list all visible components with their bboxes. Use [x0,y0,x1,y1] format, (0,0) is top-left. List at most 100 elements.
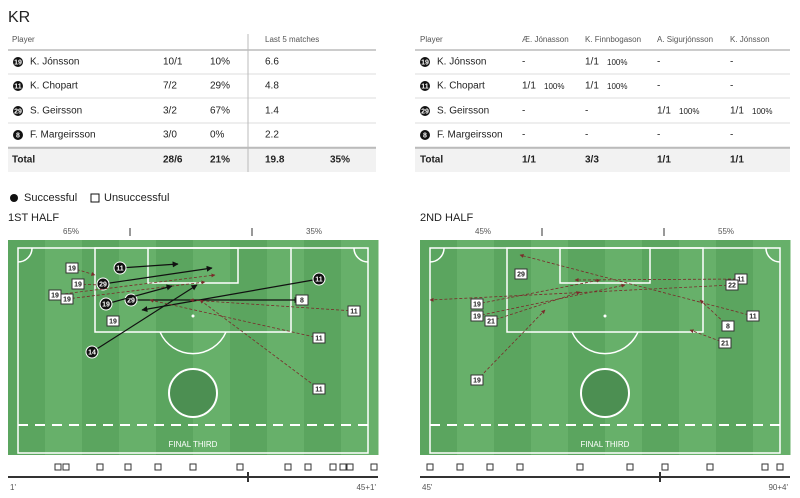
corner [17,247,33,263]
timeline-event [661,463,669,471]
pitch-stripe [753,240,791,455]
player-number: 29 [421,108,429,115]
time-start: 45' [422,483,433,492]
pitch-stripe [679,240,717,455]
player-name: K. Chopart [437,81,485,92]
legend-label: Successful [24,192,77,204]
cell: 1/1 [585,57,599,68]
pass-arrow [91,284,198,353]
timeline-event [346,463,354,471]
cell: 7/2 [163,81,177,92]
total-cell: 19.8 [265,155,285,166]
pass-player: 22 [728,282,736,289]
time-end: 45+1' [356,483,376,492]
cell: - [585,130,588,141]
label: Last 5 matches [265,35,319,44]
team-title: KR [8,9,30,26]
timeline-event [626,463,634,471]
player-name: S. Geirsson [30,106,82,117]
player-number: 11 [421,83,429,90]
timeline-event [761,463,769,471]
possession-pct: 45% [475,227,491,236]
zone-label: FINAL THIRD [581,440,630,449]
half-title: 1ST HALF [8,212,59,224]
pass-player: 29 [517,271,525,278]
crest [580,368,630,418]
pass-player: 19 [109,318,117,325]
pass-arrow [66,280,206,300]
pass-player: 8 [726,323,730,330]
pass-marker [312,272,326,286]
pass-arrow [490,291,581,322]
player-name: K. Jónsson [30,57,79,68]
pass-player: 19 [473,301,481,308]
cell: - [657,81,660,92]
pass-marker [96,277,110,291]
pass-player: 19 [473,377,481,384]
penalty-arc [571,331,639,355]
pass-marker [124,293,138,307]
total-label: Total [420,155,443,166]
cell: - [522,106,525,117]
pass-marker [71,278,85,290]
total-cell: 35% [330,155,350,166]
cell: 10/1 [163,57,183,68]
cell-pct: 100% [752,107,772,116]
pass-player: 8 [300,297,304,304]
pass-marker [746,310,760,322]
pass-player: 19 [102,301,110,308]
pitch-stripe [568,240,606,455]
total-cell: 1/1 [522,155,536,166]
zone-label: FINAL THIRD [169,440,218,449]
pass-marker [721,320,735,332]
time-start: 1' [10,483,16,492]
pass-marker [470,298,484,310]
pass-marker [99,297,113,311]
player-number: 19 [421,59,429,66]
pass-marker [514,268,528,280]
pitch-stripe [420,240,458,455]
pass-marker [295,294,309,306]
legend-square [90,193,100,203]
pass-marker [85,345,99,359]
cell: 10% [210,57,230,68]
cell: 1/1 [657,106,671,117]
cell: 4.8 [265,81,279,92]
pass-marker [60,293,74,305]
timeline-event [339,463,347,471]
timeline-event [776,463,784,471]
pass-marker [312,383,326,395]
cell: 2.2 [265,130,279,141]
column-header: Æ. Jónasson [522,35,569,44]
pass-player: 19 [74,281,82,288]
column-header: K. Finnbogason [585,35,641,44]
possession-pct: 35% [306,227,322,236]
pass-arrow [429,284,733,302]
timeline-event [284,463,292,471]
pass-player: 11 [116,265,124,272]
cell: 3/0 [163,130,177,141]
pass-player: 21 [487,318,495,325]
total-cell: 28/6 [163,155,183,166]
cell: - [657,57,660,68]
timeline-event [54,463,62,471]
pass-player: 21 [721,340,729,347]
pass-marker [470,374,484,386]
total-cell: 21% [210,155,230,166]
penalty-spot [191,314,195,318]
half-title: 2ND HALF [420,212,473,224]
cell: - [522,57,525,68]
cell: - [522,130,525,141]
timeline-event [304,463,312,471]
player-name: K. Jónsson [437,57,486,68]
timeline-event [124,463,132,471]
corner [353,247,369,263]
pass-arrow [519,253,754,317]
pass-marker [347,305,361,317]
pass-arrow [476,278,601,305]
pass-player: 19 [51,292,59,299]
cell-pct: 100% [607,82,627,91]
pass-arrow [189,298,355,312]
cell-pct: 100% [607,58,627,67]
pass-arrow [476,283,626,317]
